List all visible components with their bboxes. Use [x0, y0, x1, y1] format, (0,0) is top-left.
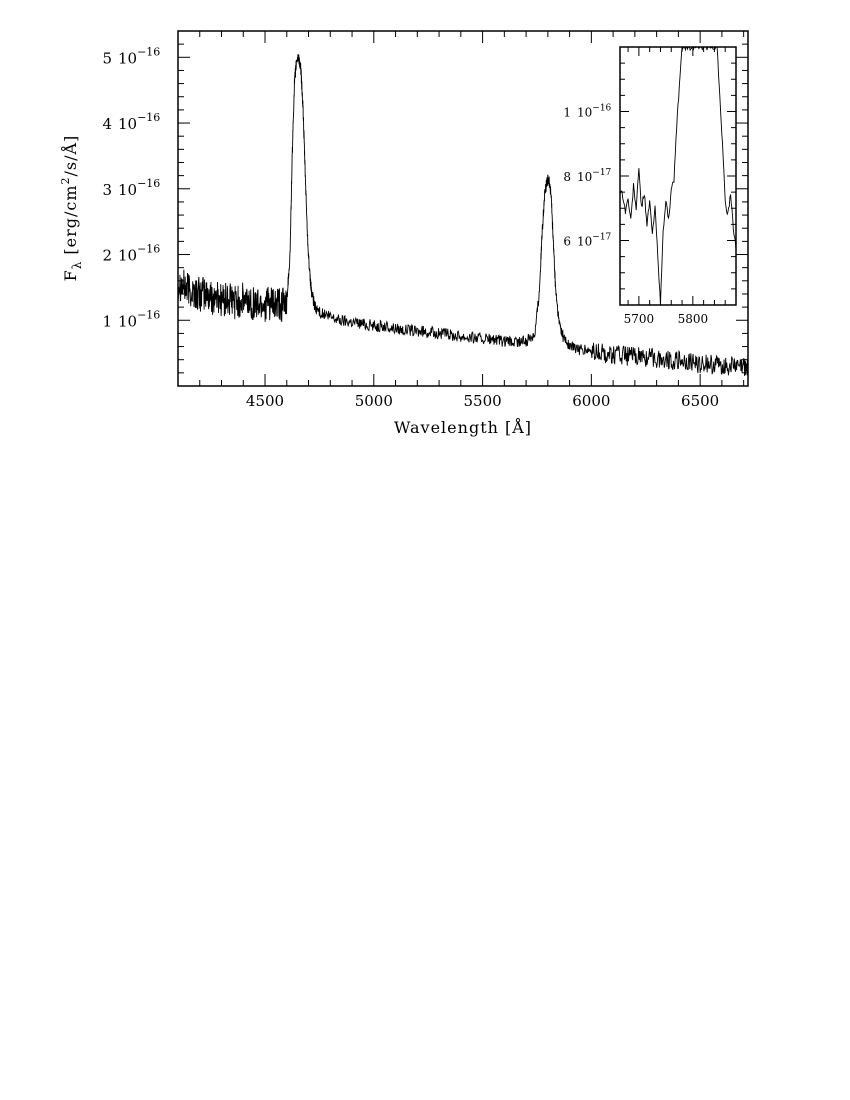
inset-plot-ticks [620, 46, 737, 306]
main-spectrum-plot: 4500 5000 5500 6000 6500 1 10−162 10−163 10−164… [59, 30, 749, 437]
y-tick-label-exponent-form: 10−16 [577, 104, 612, 120]
y-tick-exponent: −17 [592, 168, 611, 178]
y-tick-label-exponent-form: 10−17 [577, 168, 612, 184]
y-axis-title: Fλ [erg/cm2/s/Å] [59, 135, 84, 282]
main-plot-ticks [177, 30, 748, 387]
x-tick-label: 6000 [572, 392, 610, 410]
y-axis-title-unit-prefix: [erg/cm [61, 184, 80, 254]
y-tick-base: 10 [118, 247, 137, 265]
y-tick-base: 10 [118, 49, 137, 67]
y-tick-exponent: −16 [137, 111, 160, 124]
y-tick-base: 10 [577, 170, 592, 184]
x-tick-label: 6500 [681, 392, 719, 410]
inset-x-tick-labels: 5700 5800 [624, 312, 709, 326]
x-tick-label: 5800 [678, 312, 709, 326]
y-tick-base: 10 [118, 115, 137, 133]
main-spectrum-line [177, 54, 749, 376]
y-tick-label-exponent-form: 10−16 [118, 45, 160, 67]
x-tick-label: 4500 [246, 392, 284, 410]
inset-y-tick-labels: 6 10−178 10−171 10−16 [563, 104, 611, 249]
y-axis-title-subscript: λ [70, 261, 84, 270]
y-tick-label-exponent-form: 10−17 [577, 233, 612, 249]
y-axis-title-unit-suffix: /s/Å] [60, 135, 80, 177]
main-plot-frame [177, 30, 749, 387]
y-tick-label-exponent-form: 10−16 [118, 243, 160, 265]
y-tick-exponent: −17 [592, 233, 611, 243]
y-tick-exponent: −16 [592, 104, 611, 114]
y-tick-base: 10 [118, 181, 137, 199]
main-x-tick-labels: 4500 5000 5500 6000 6500 [246, 392, 719, 410]
main-y-tick-labels: 1 10−162 10−163 10−164 10−165 10−16 [102, 45, 160, 330]
y-tick-label-mantissa: 6 [563, 235, 571, 249]
x-tick-label: 5700 [624, 312, 655, 326]
y-tick-exponent: −16 [137, 177, 160, 190]
y-tick-label-mantissa: 3 [102, 181, 112, 199]
y-tick-exponent: −16 [137, 243, 160, 256]
y-tick-label-mantissa: 5 [102, 49, 112, 67]
inset-spectrum-plot: 5700 5800 6 10−178 10−171 10−16 [563, 46, 737, 326]
x-tick-label: 5500 [463, 392, 501, 410]
y-axis-title-superscript: 2 [59, 176, 72, 184]
y-tick-label-exponent-form: 10−16 [118, 308, 160, 330]
y-tick-label-mantissa: 1 [102, 312, 112, 330]
inset-background [620, 47, 736, 305]
y-tick-label-mantissa: 8 [563, 170, 571, 184]
y-tick-label-mantissa: 4 [102, 115, 112, 133]
y-tick-label-mantissa: 2 [102, 247, 112, 265]
y-tick-base: 10 [118, 312, 137, 330]
y-tick-label-exponent-form: 10−16 [118, 111, 160, 133]
x-axis-title: Wavelength [Å] [394, 417, 532, 437]
x-tick-label: 5000 [355, 392, 393, 410]
inset-spectrum-line [619, 46, 737, 306]
y-tick-label-mantissa: 1 [563, 106, 571, 120]
y-tick-label-exponent-form: 10−16 [118, 177, 160, 199]
y-tick-base: 10 [577, 106, 592, 120]
y-tick-exponent: −16 [137, 308, 160, 321]
y-tick-exponent: −16 [137, 45, 160, 58]
y-tick-base: 10 [577, 235, 592, 249]
y-axis-title-symbol: F [61, 269, 80, 281]
